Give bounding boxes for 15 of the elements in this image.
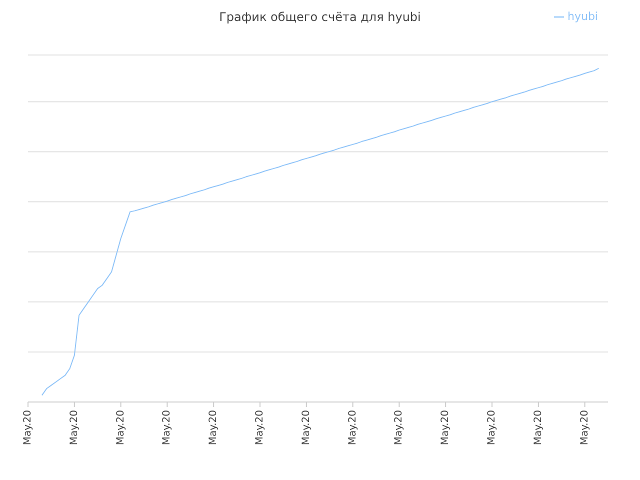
x-tick-label: May.20 bbox=[115, 410, 126, 446]
x-tick-label: May.20 bbox=[22, 410, 34, 446]
x-tick-label: May.20 bbox=[254, 410, 266, 446]
x-tick-label: May.20 bbox=[394, 410, 405, 446]
x-tick-label: May.20 bbox=[347, 410, 358, 446]
x-tick-label: May.20 bbox=[208, 410, 220, 446]
x-tick-label: May.20 bbox=[300, 410, 312, 446]
legend-label: hyubi bbox=[568, 10, 598, 23]
chart-title: График общего счёта для hyubi bbox=[219, 10, 421, 24]
x-tick-label: May.20 bbox=[440, 410, 452, 446]
x-tick-label: May.20 bbox=[68, 410, 80, 446]
x-tick-label: May.20 bbox=[486, 410, 498, 446]
x-tick-label: May.20 bbox=[532, 410, 544, 446]
x-tick-label: May.20 bbox=[579, 410, 590, 446]
x-tick-label: May.20 bbox=[162, 410, 173, 446]
